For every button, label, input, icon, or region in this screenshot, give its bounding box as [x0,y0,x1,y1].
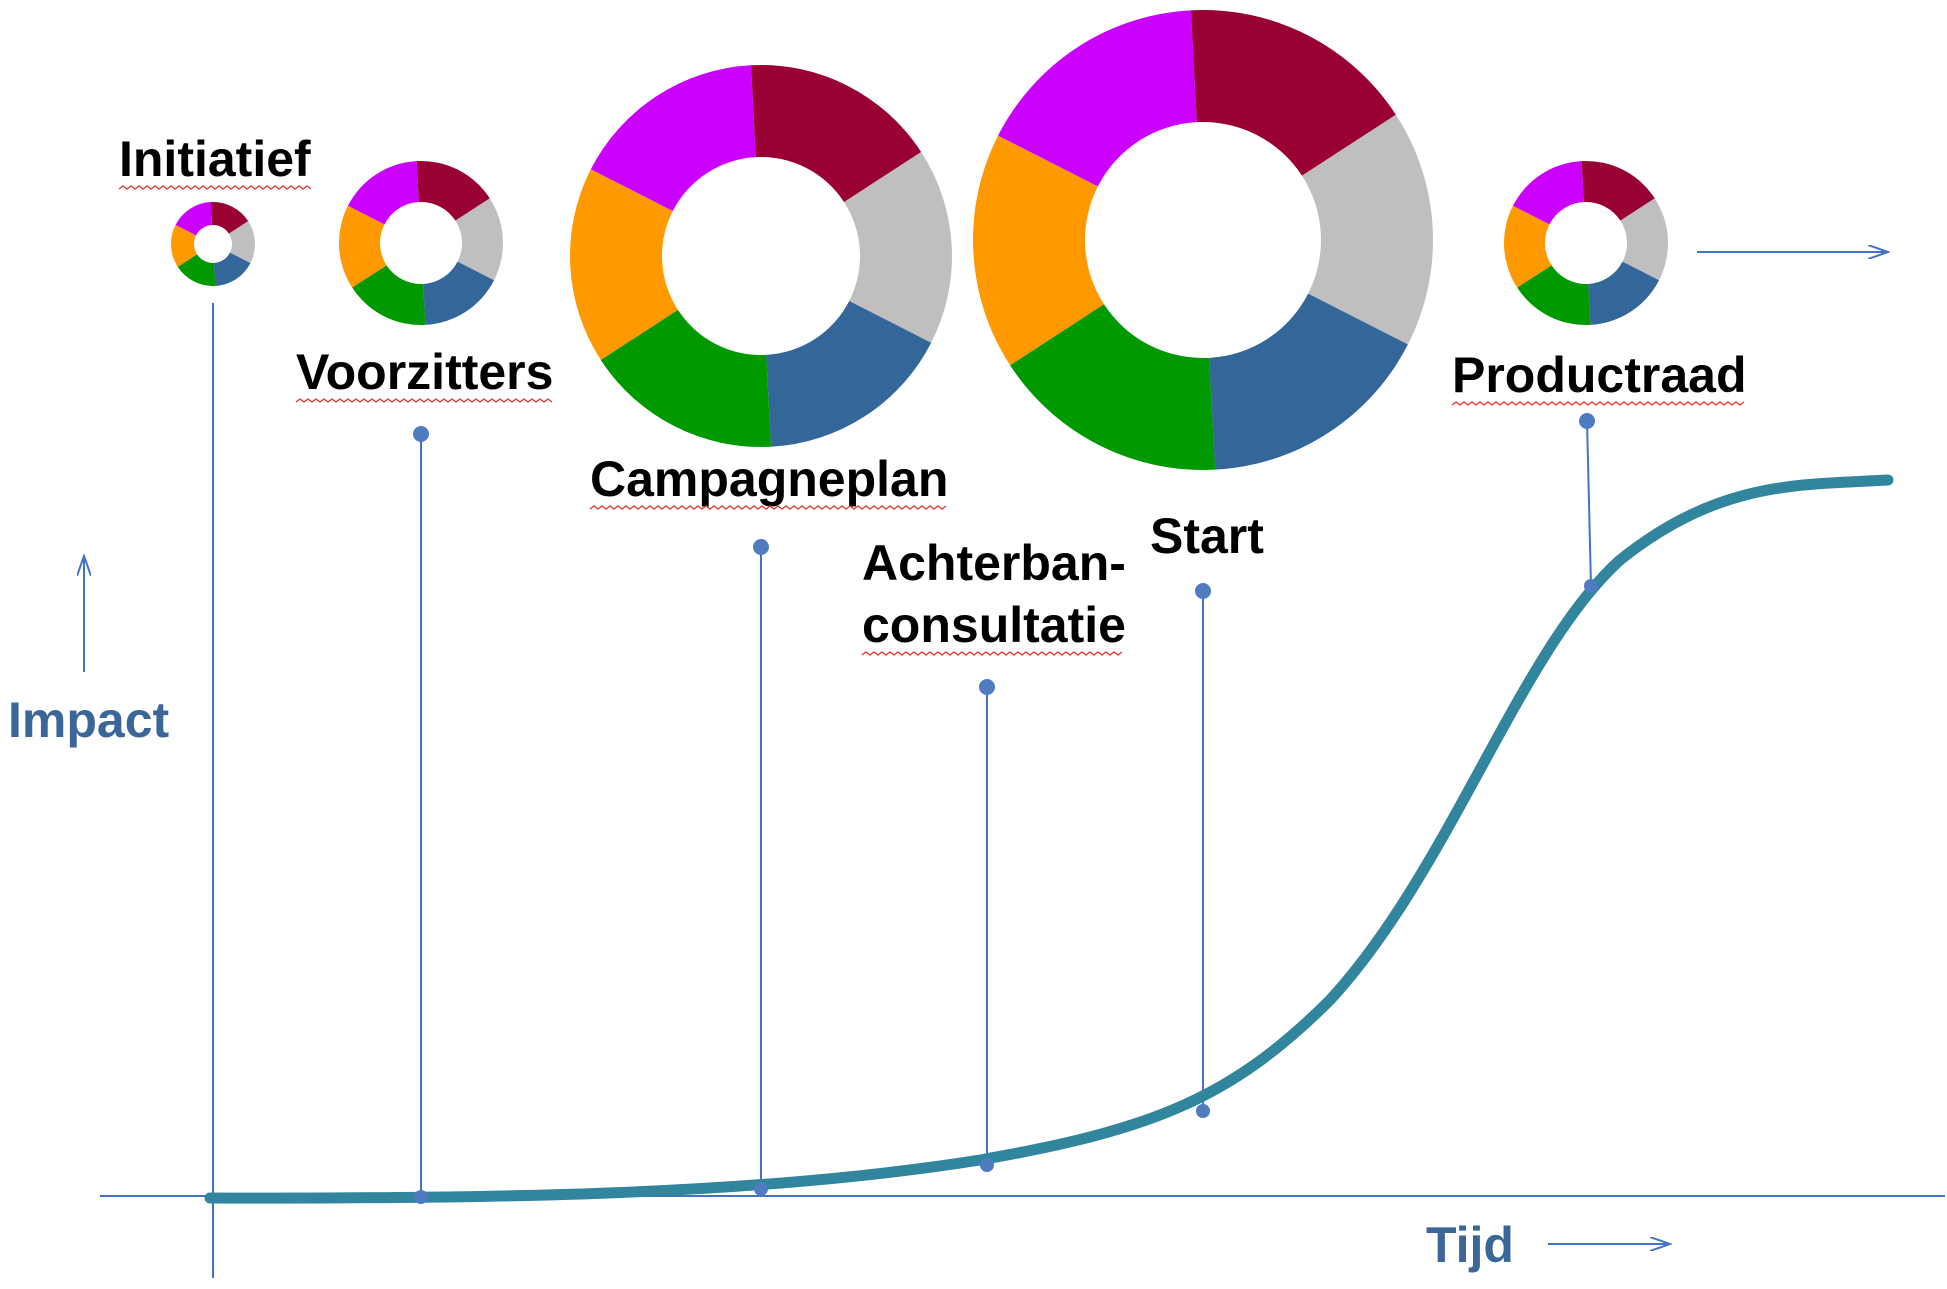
donut-voorzitters-segment-gray [455,198,503,281]
donut-start-segment-orange [972,135,1105,366]
marker-curve-campagneplan [754,1182,768,1196]
marker-curve-productraad [1584,579,1598,593]
donut-productraad-segment-orange [1503,205,1552,288]
adoption-curve [204,474,1894,1204]
marker-top-achterbanconsultatie [979,679,995,695]
donut-initiatief [171,202,255,286]
donut-start-segment-gray [1301,114,1433,345]
donut-productraad-segment-gray [1620,198,1669,281]
marker-curve-voorzitters [414,1190,428,1204]
donut-voorzitters [338,161,503,325]
donut-voorzitters-segment-purple [347,161,419,225]
label-start: Start [1150,508,1264,564]
donut-campagneplan-segment-green [600,309,771,448]
donut-start [972,10,1433,470]
label-initiatief: Initiatief [119,131,311,187]
y-axis-label: Impact [8,692,170,748]
spellcheck-achterbanconsultatie [861,651,1123,656]
donut-initiatief-segment-crimson [210,202,249,234]
donut-productraad-segment-blue [1588,261,1660,325]
label-productraad: Productraad [1452,347,1747,403]
donut-campagneplan-segment-crimson [751,65,922,203]
donut-campagneplan [570,65,952,448]
spellcheck-voorzitters [295,398,553,403]
marker-curve-start [1196,1104,1210,1118]
label-campagneplan: Campagneplan [590,451,948,507]
donut-voorzitters-segment-crimson [416,161,490,221]
spellcheck-productraad [1451,401,1745,406]
marker-top-start [1195,583,1211,599]
donut-campagneplan-segment-gray [844,151,952,343]
marker-top-campagneplan [753,539,769,555]
donut-productraad-segment-crimson [1581,161,1655,221]
donut-initiatief-segment-purple [175,202,213,236]
donut-initiatief-segment-blue [213,252,251,286]
donut-initiatief-segment-orange [171,224,198,267]
spellcheck-initiatief [118,185,312,190]
stem-productraad [1586,420,1592,587]
donut-start-segment-crimson [1190,10,1396,176]
donut-start-segment-green [1010,304,1216,470]
donut-productraad [1503,161,1669,325]
donut-start-segment-blue [1209,293,1408,470]
spellcheck-campagneplan [589,505,947,510]
label-achterbanconsultatie-line1: Achterban- [862,535,1126,591]
donut-campagneplan-segment-purple [590,65,756,212]
x-axis-label: Tijd [1426,1217,1514,1273]
donut-productraad-segment-purple [1512,161,1584,225]
label-voorzitters: Voorzitters [296,344,553,400]
donut-campagneplan-segment-blue [766,300,932,447]
donut-voorzitters-segment-green [352,265,426,325]
donut-voorzitters-segment-blue [423,261,495,325]
donut-productraad-segment-green [1517,265,1591,325]
donut-start-segment-purple [998,10,1197,187]
marker-curve-achterbanconsultatie [980,1158,994,1172]
donut-campagneplan-segment-orange [570,169,678,361]
donut-initiatief-segment-green [177,254,216,286]
marker-top-voorzitters [413,426,429,442]
marker-top-productraad [1579,413,1595,429]
donut-initiatief-segment-gray [228,221,255,264]
label-achterbanconsultatie-line2: consultatie [862,597,1126,653]
donut-voorzitters-segment-orange [338,205,387,288]
